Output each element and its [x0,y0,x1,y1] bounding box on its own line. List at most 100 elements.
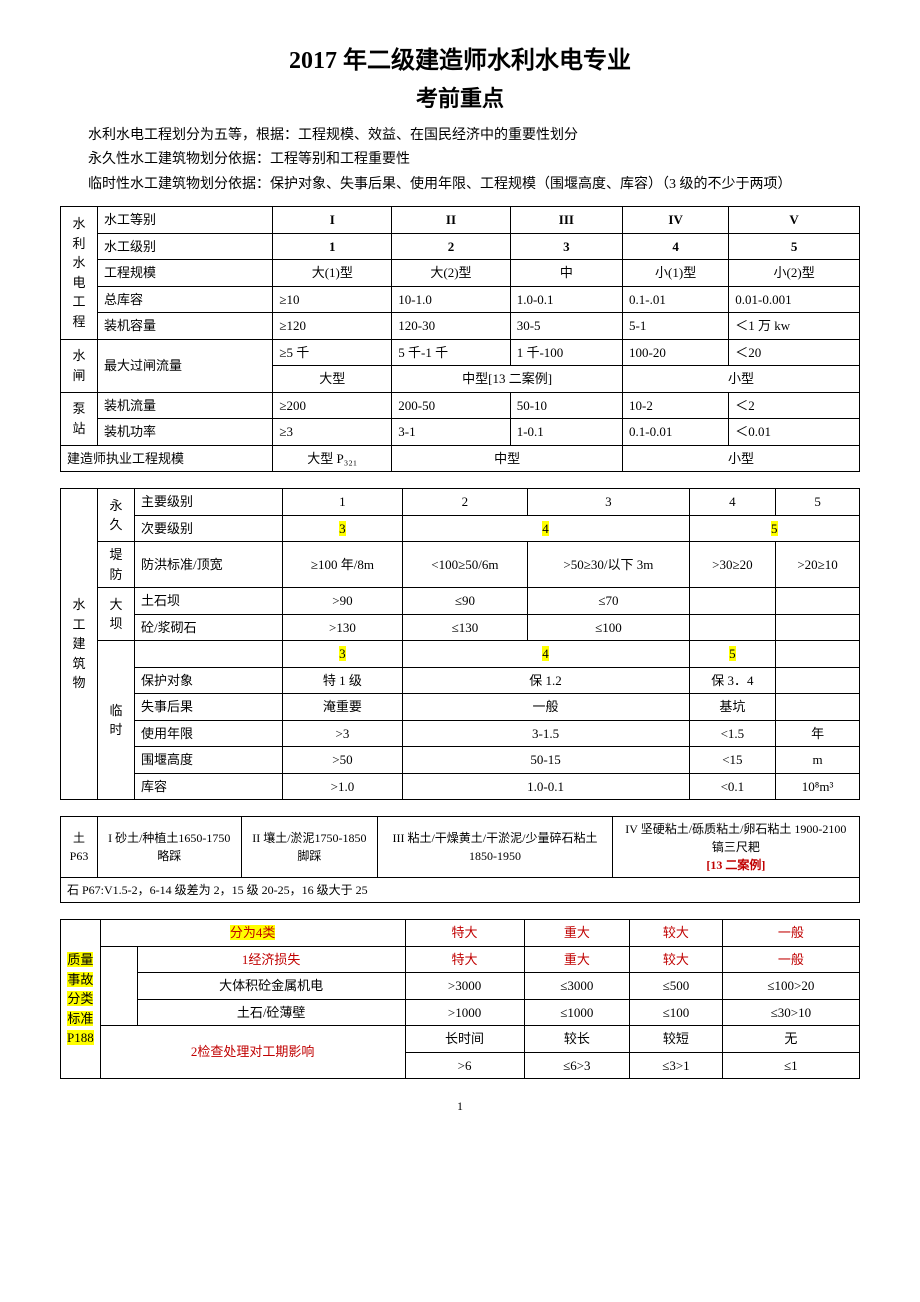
t1-r7-c1: 中型[13 二案例] [392,366,623,393]
t2-r2-c2: 5 [689,515,859,542]
t4-r4-c1: ≤1000 [524,999,630,1026]
t2-r4-c2: ≤70 [528,588,689,615]
t4-r4-c2: ≤100 [630,999,723,1026]
t1-r3-c0: 大(1)型 [273,260,392,287]
t2-r5-c4 [776,614,860,641]
t1-r4-c4: 0.01-0.001 [729,286,860,313]
t1-r3-c2: 中 [510,260,622,287]
t2-r1-c4: 5 [776,489,860,516]
t2-r5-c3 [689,614,776,641]
t4-r3-c2: ≤500 [630,973,723,1000]
t4-r3-c1: ≤3000 [524,973,630,1000]
t1-r3-c1: 大(2)型 [392,260,510,287]
t4-r1-c3: 一般 [722,920,859,947]
intro-p3: 临时性水工建筑物划分依据：保护对象、失事后果、使用年限、工程规模（围堰高度、库容… [60,174,860,196]
t1-r8-label: 装机流量 [98,392,273,419]
t4-r6-c2: ≤3>1 [630,1052,723,1079]
t4-r5-c2: 较短 [630,1026,723,1053]
t1-r5-c0: ≥120 [273,313,392,340]
rowhead-slsd: 水利水电工程 [61,207,98,340]
t2-r3-label: 防洪标准/顶宽 [135,542,283,588]
t1-r4-c1: 10-1.0 [392,286,510,313]
t1-r2-c2: 3 [510,233,622,260]
t2-r10-c3: 10⁸m³ [776,773,860,800]
t2-r3-c2: >50≥30/以下 3m [528,542,689,588]
t2-r10-c0: >1.0 [283,773,402,800]
t1-r6-c0: ≥5 千 [273,339,392,366]
t1-r1-c4: V [729,207,860,234]
page-number: 1 [60,1099,860,1114]
t1-r4-c3: 0.1-.01 [623,286,729,313]
t2-r3-c0: ≥100 年/8m [283,542,402,588]
t2-r1-c0: 1 [283,489,402,516]
t1-r5-c2: 30-5 [510,313,622,340]
t2-vcol: 水工建筑物 [61,489,98,800]
t3-c2: II 壤土/淤泥1750-1850 脚踩 [241,817,378,878]
t4-r3-c0: >3000 [405,973,524,1000]
t1-r2-c1: 2 [392,233,510,260]
t2-yong: 永久 [98,489,135,542]
t2-r4-c3 [689,588,776,615]
t1-r1-label: 水工等别 [98,207,273,234]
t2-r9-c0: >50 [283,747,402,774]
t1-r2-c3: 4 [623,233,729,260]
t2-r4-label: 土石坝 [135,588,283,615]
t2-daba: 大坝 [98,588,135,641]
t1-r9-c2: 1-0.1 [510,419,622,446]
t2-r6-c3 [776,667,860,694]
t2-r5-c2: ≤100 [528,614,689,641]
t1-r8-c3: 10-2 [623,392,729,419]
t2-r9-c2: <15 [689,747,776,774]
t4-r5-c3: 无 [722,1026,859,1053]
t3-left: 土P63 [61,817,98,878]
t2-r3-c1: <100≥50/6m [402,542,528,588]
t1-r1-c0: I [273,207,392,234]
intro-p2: 永久性水工建筑物划分依据：工程等别和工程重要性 [60,149,860,171]
t3-c3: III 粘土/干燥黄土/干淤泥/少量碎石粘土1850-1950 [378,817,612,878]
t1-r4-c0: ≥10 [273,286,392,313]
t1-r10-c2: 小型 [623,445,860,472]
t2-r6-label: 保护对象 [135,667,283,694]
t1-r6-c4: ＜20 [729,339,860,366]
t4-r2-label: 1经济损失 [137,946,405,973]
t1-r2-c0: 1 [273,233,392,260]
t1-r9-c4: ＜0.01 [729,419,860,446]
t2-r5-label: 砼/浆砌石 [135,614,283,641]
t1-r5-label: 装机容量 [98,313,273,340]
t4-r1-c1: 重大 [524,920,630,947]
table-engineering-grades: 水利水电工程 水工等别 I II III IV V 水工级别 1 2 3 4 5… [60,206,860,472]
t2-r9-label: 围堰高度 [135,747,283,774]
t1-r5-c4: ＜1 万 kw [729,313,860,340]
t2-r1-c1: 2 [402,489,528,516]
t2-r10-c2: <0.1 [689,773,776,800]
t2-r8-c1: 3-1.5 [402,720,689,747]
t2-r7-label: 失事后果 [135,694,283,721]
rowhead-bengzhan: 泵站 [61,392,98,445]
t1-r6-c1: 5 千-1 千 [392,339,510,366]
t1-r9-c1: 3-1 [392,419,510,446]
t2-r1-label: 主要级别 [135,489,283,516]
page-title-2: 考前重点 [60,81,860,113]
table-soil-classes: 土P63 I 砂土/种植土1650-1750 略踩 II 壤土/淤泥1750-1… [60,816,860,903]
t2-r7-c0: 淹重要 [283,694,402,721]
t1-r10-label: 建造师执业工程规模 [61,445,273,472]
intro-p1: 水利水电工程划分为五等，根据：工程规模、效益、在国民经济中的重要性划分 [60,125,860,147]
t4-r3-c3: ≤100>20 [722,973,859,1000]
t2-r8-c3: 年 [776,720,860,747]
t2-r6-c0: 特 1 级 [283,667,402,694]
table-quality-accidents: 质量 事故 分类 标准 P188 分为4类 特大 重大 较大 一般 1经济损失 … [60,919,860,1079]
t4-r6-c3: ≤1 [722,1052,859,1079]
t1-r4-c2: 1.0-0.1 [510,286,622,313]
rowhead-shuizha: 水闸 [61,339,98,392]
t1-r2-c4: 5 [729,233,860,260]
t2-lh-c2: 5 [689,641,776,668]
t1-r9-c3: 0.1-0.01 [623,419,729,446]
t1-r1-c3: IV [623,207,729,234]
t2-r9-c1: 50-15 [402,747,689,774]
t1-r9-c0: ≥3 [273,419,392,446]
t4-r5-c1: 较长 [524,1026,630,1053]
t2-r3-c4: >20≥10 [776,542,860,588]
t1-r2-label: 水工级别 [98,233,273,260]
t4-r2-c1: 重大 [524,946,630,973]
t4-side: 质量 事故 分类 标准 P188 [61,920,101,1079]
